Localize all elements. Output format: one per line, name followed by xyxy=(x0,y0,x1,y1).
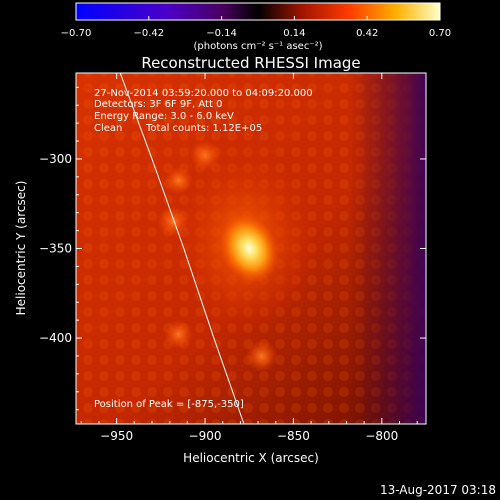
annotation-method: Clean xyxy=(94,123,122,134)
secondary-source xyxy=(164,320,193,349)
image-dark-edge xyxy=(350,73,426,424)
colorbar-gradient xyxy=(75,2,441,21)
chart-title: Reconstructed RHESSI Image xyxy=(141,54,360,72)
x-tick-label: −900 xyxy=(189,429,222,443)
x-axis-label: Heliocentric X (arcsec) xyxy=(183,451,319,465)
annotation-time-range: 27-Nov-2014 03:59:20.000 to 04:09:20.000 xyxy=(94,88,313,99)
annotation-total-counts: Total counts: 1.12E+05 xyxy=(145,123,262,134)
y-tick-label: −400 xyxy=(39,331,72,345)
solar-limb-line xyxy=(119,73,245,424)
colorbar-tick-label: −0.14 xyxy=(206,28,237,39)
x-tick-label: −800 xyxy=(365,429,398,443)
colorbar-tick-label: 0.42 xyxy=(356,28,378,39)
secondary-source xyxy=(164,166,193,195)
image-area xyxy=(76,73,426,424)
x-tick-label: −850 xyxy=(277,429,310,443)
colorbar: −0.70 −0.42 −0.14 0.14 0.42 0.70 (photons cm⁻… xyxy=(61,2,451,52)
colorbar-tick-label: 0.70 xyxy=(429,28,451,39)
secondary-sources xyxy=(157,140,278,372)
annotations: 27-Nov-2014 03:59:20.000 to 04:09:20.000… xyxy=(94,88,313,410)
y-tick-label: −300 xyxy=(39,152,72,166)
colorbar-tick-label: −0.42 xyxy=(133,28,164,39)
x-axis-ticks: −950 −900 −850 −800 xyxy=(80,73,418,443)
annotation-peak-position: Position of Peak = [-875,-350] xyxy=(94,399,244,410)
colorbar-tick-label: −0.70 xyxy=(61,28,92,39)
x-tick-label: −950 xyxy=(100,429,133,443)
peak-source xyxy=(219,213,279,284)
secondary-source xyxy=(157,206,189,238)
y-axis-ticks: −300 −350 −400 xyxy=(39,86,426,411)
y-tick-label: −350 xyxy=(39,242,72,256)
colorbar-ticks: −0.70 −0.42 −0.14 0.14 0.42 0.70 xyxy=(61,16,451,39)
secondary-source xyxy=(245,339,278,372)
colorbar-unit-label: (photons cm⁻² s⁻¹ asec⁻²) xyxy=(193,41,322,52)
secondary-source xyxy=(190,140,221,171)
annotation-detectors: Detectors: 3F 6F 9F, Att 0 xyxy=(94,99,222,110)
footer-timestamp: 13-Aug-2017 03:18 xyxy=(380,483,496,497)
y-axis-label: Heliocentric Y (arcsec) xyxy=(14,181,28,316)
colorbar-tick-label: 0.14 xyxy=(283,28,305,39)
annotation-energy-range: Energy Range: 3.0 - 6.0 keV xyxy=(94,111,234,122)
